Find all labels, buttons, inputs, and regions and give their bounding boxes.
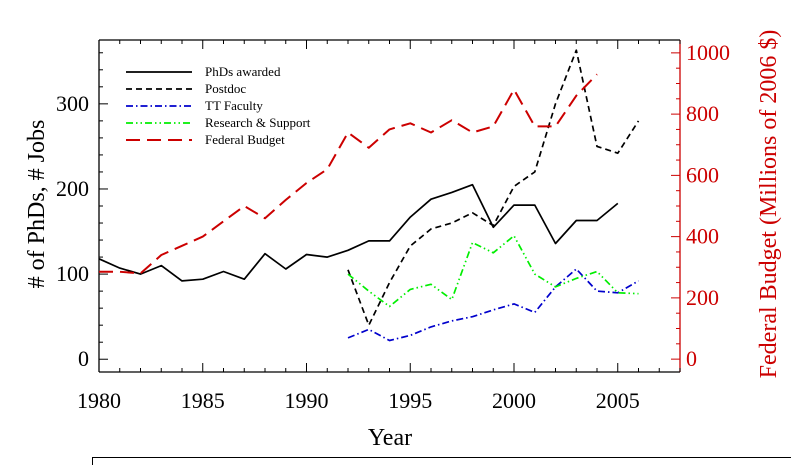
y-axis-title: # of PhDs, # Jobs (24, 120, 50, 289)
y2-tick-label: 200 (686, 285, 719, 310)
legend-label: Research & Support (205, 115, 311, 130)
ticks-layer: 1980 1985 1990 1995 2000 2005 0 100 200 300 0 200 40… (56, 40, 730, 413)
x-tick-label: 1990 (285, 388, 329, 413)
y2-tick-label: 0 (686, 346, 697, 371)
y2-tick-label: 400 (686, 224, 719, 249)
legend-label: TT Faculty (205, 98, 263, 113)
series-line-phds-awarded (98, 183, 619, 282)
y-tick-label: 300 (56, 91, 89, 116)
series-layer (98, 49, 640, 342)
y-tick-label: 100 (56, 261, 89, 286)
y2-tick-label: 600 (686, 162, 719, 187)
y-tick-label: 200 (56, 176, 89, 201)
legend-label: Postdoc (205, 81, 246, 96)
series-line-research-support (347, 234, 639, 308)
y2-axis-title: Federal Budget (Millions of 2006 $) (756, 30, 782, 379)
x-axis-title: Year (368, 425, 412, 451)
y-tick-label: 0 (78, 346, 89, 371)
x-tick-label: 1985 (181, 388, 225, 413)
x-tick-label: 1980 (77, 388, 121, 413)
y2-tick-label: 800 (686, 101, 719, 126)
series-line-tt-faculty (347, 268, 639, 342)
legend-label: Federal Budget (205, 132, 285, 147)
series-line-postdoc (347, 49, 640, 327)
x-tick-label: 1995 (388, 388, 432, 413)
series-line-federal-budget (99, 73, 598, 275)
legend: PhDs awarded Postdoc TT Faculty Research & … (126, 64, 311, 147)
x-tick-label: 2000 (492, 388, 536, 413)
y2-tick-label: 1000 (686, 40, 730, 65)
next-panel-edge (92, 457, 791, 465)
legend-label: PhDs awarded (205, 64, 281, 79)
x-tick-label: 2005 (596, 388, 640, 413)
